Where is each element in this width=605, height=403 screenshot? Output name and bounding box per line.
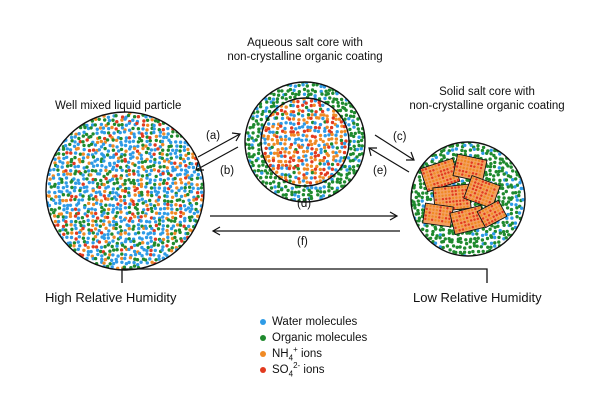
legend-item-nh4: NH4+ ions — [260, 346, 367, 362]
aqueous-core-particle — [244, 81, 366, 203]
aqueous-core-label-line1: Aqueous salt core with — [247, 37, 363, 49]
humidity-scale-bracket — [121, 268, 488, 283]
solid-salt-crystals — [419, 153, 508, 236]
arrow-d-head — [389, 211, 399, 221]
arrow-b — [195, 146, 239, 171]
transition-label-d: (d) — [297, 198, 312, 210]
organic-dot-icon — [260, 335, 266, 341]
well-mixed-particle — [45, 111, 205, 271]
legend-organic-text: Organic molecules — [272, 332, 368, 344]
aqueous-core-label: Aqueous salt core with non-crystalline o… — [220, 36, 390, 64]
solid-core-particle — [410, 141, 526, 257]
transition-label-e: (e) — [373, 165, 388, 177]
legend-water-text: Water molecules — [272, 316, 358, 328]
arrow-a — [197, 133, 241, 158]
solid-core-label-line2: non-crystalline organic coating — [409, 100, 565, 112]
solid-core-label: Solid salt core with non-crystalline org… — [392, 85, 582, 113]
aqueous-core-label-line2: non-crystalline organic coating — [227, 51, 383, 63]
arrow-f-head — [211, 226, 221, 236]
well-mixed-particle-dots — [46, 112, 204, 270]
water-dot-icon — [260, 319, 266, 325]
transition-label-b: (b) — [220, 165, 235, 177]
legend-nh4-text: NH4+ ions — [272, 345, 323, 363]
low-rh-label: Low Relative Humidity — [413, 290, 542, 305]
arrow-a-head — [231, 132, 241, 142]
aqueous-core-dots — [261, 98, 348, 185]
legend-item-water: Water molecules — [260, 314, 367, 330]
nh4-dot-icon — [260, 351, 266, 357]
aqueous-salt-core — [260, 97, 350, 187]
transition-arrows — [195, 132, 415, 236]
mixed-particle-label: Well mixed liquid particle — [55, 100, 182, 112]
arrow-e — [368, 147, 410, 173]
legend-item-so4: SO42- ions — [260, 362, 367, 378]
transition-label-c: (c) — [393, 131, 407, 143]
so4-dot-icon — [260, 367, 266, 373]
legend-item-organic: Organic molecules — [260, 330, 367, 346]
high-rh-label: High Relative Humidity — [45, 290, 177, 305]
legend: Water molecules Organic molecules NH4+ i… — [260, 314, 367, 378]
arrow-e-head — [368, 147, 377, 157]
transition-label-a: (a) — [206, 130, 221, 142]
arrow-b-head — [195, 161, 204, 171]
solid-core-label-line1: Solid salt core with — [439, 86, 535, 98]
arrow-c — [374, 134, 415, 161]
arrow-c-head — [406, 151, 415, 161]
transition-label-f: (f) — [297, 236, 308, 248]
legend-so4-text: SO42- ions — [272, 361, 325, 379]
